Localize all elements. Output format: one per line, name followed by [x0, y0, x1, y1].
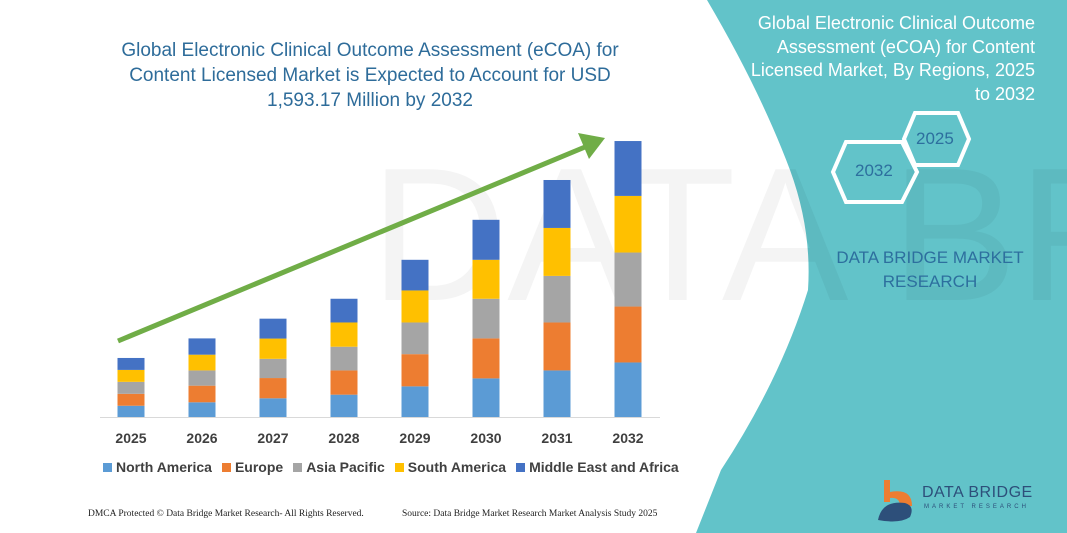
bar-segment: [543, 275, 571, 323]
bar-segment: [117, 357, 145, 370]
footer-copyright: DMCA Protected © Data Bridge Market Rese…: [88, 509, 364, 519]
logo-sub: MARKET RESEARCH: [924, 504, 1029, 510]
hex-label-2032: 2032: [855, 161, 893, 180]
legend-label: Middle East and Africa: [529, 459, 679, 475]
legend-label: Europe: [234, 459, 284, 475]
legend-item: South America: [394, 459, 507, 475]
legend-item: Asia Pacific: [293, 459, 385, 475]
bar-segment: [543, 227, 571, 276]
bars-group: [117, 141, 642, 417]
legend-swatch: [394, 462, 404, 472]
bar-segment: [259, 358, 287, 379]
legend-swatch: [293, 462, 303, 472]
bar-segment: [330, 322, 358, 347]
bar-segment: [330, 370, 358, 395]
bar-segment: [472, 338, 500, 379]
legend-item: Europe: [221, 459, 284, 475]
footer-source: Source: Data Bridge Market Research Mark…: [402, 509, 658, 519]
legend-swatch: [103, 462, 112, 472]
bar-segment: [401, 354, 429, 387]
bar-segment: [330, 346, 358, 371]
legend-label: South America: [407, 459, 507, 475]
bar-segment: [543, 370, 571, 417]
bar-segment: [614, 252, 642, 307]
bar-segment: [401, 290, 429, 323]
side-panel-title: Global Electronic Clinical Outcome Asses…: [750, 13, 1035, 104]
x-tick-label: 2029: [399, 430, 431, 446]
legend-swatch: [221, 462, 231, 472]
bar-segment: [117, 369, 145, 382]
brand-text: DATA BRIDGE MARKET RESEARCH: [836, 248, 1024, 291]
bar-segment: [614, 306, 642, 363]
bar-segment: [259, 378, 287, 399]
bar-segment: [401, 386, 429, 417]
legend-label: North America: [116, 459, 212, 475]
bar-segment: [330, 394, 358, 417]
bar-segment: [614, 141, 642, 196]
bar-segment: [188, 385, 216, 403]
side-panel-shape: [696, 0, 1067, 533]
bar-segment: [188, 370, 216, 386]
bar-segment: [117, 393, 145, 406]
bar-segment: [614, 362, 642, 417]
bar-segment: [188, 354, 216, 371]
x-tick-label: 2030: [470, 430, 502, 446]
bar-segment: [543, 322, 571, 371]
bar-segment: [188, 338, 216, 355]
legend: North America Europe Asia Pacific South …: [103, 459, 679, 475]
bar-segment: [117, 405, 145, 417]
logo-name: DATA BRIDGE: [922, 484, 1033, 501]
bar-segment: [401, 322, 429, 355]
logo-mark: [878, 480, 912, 522]
legend-label: Asia Pacific: [306, 459, 385, 475]
bar-segment: [472, 378, 500, 417]
legend-item: North America: [103, 459, 212, 475]
bar-segment: [259, 338, 287, 359]
x-tick-label: 2027: [257, 430, 289, 446]
x-tick-label: 2032: [612, 430, 644, 446]
x-tick-label: 2026: [186, 430, 218, 446]
bar-segment: [188, 402, 216, 417]
chart-title: Global Electronic Clinical Outcome Asses…: [121, 40, 619, 111]
x-tick-label: 2031: [541, 430, 573, 446]
trend-arrow: [117, 133, 605, 344]
bar-segment: [472, 219, 500, 260]
legend-item: Middle East and Africa: [516, 459, 679, 475]
hex-2025: [901, 111, 972, 167]
bar-segment: [259, 398, 287, 417]
bar-segment: [543, 179, 571, 228]
bar-segment: [330, 298, 358, 323]
bar-segment: [472, 259, 500, 299]
bar-segment: [472, 298, 500, 339]
bar-segment: [401, 259, 429, 291]
legend-swatch: [516, 462, 526, 472]
bar-segment: [614, 195, 642, 253]
x-tick-label: 2028: [328, 430, 360, 446]
bar-segment: [259, 318, 287, 339]
x-tick-label: 2025: [115, 430, 147, 446]
hex-label-2025: 2025: [916, 129, 954, 148]
bar-segment: [117, 381, 145, 394]
hex-2032: [830, 140, 920, 204]
